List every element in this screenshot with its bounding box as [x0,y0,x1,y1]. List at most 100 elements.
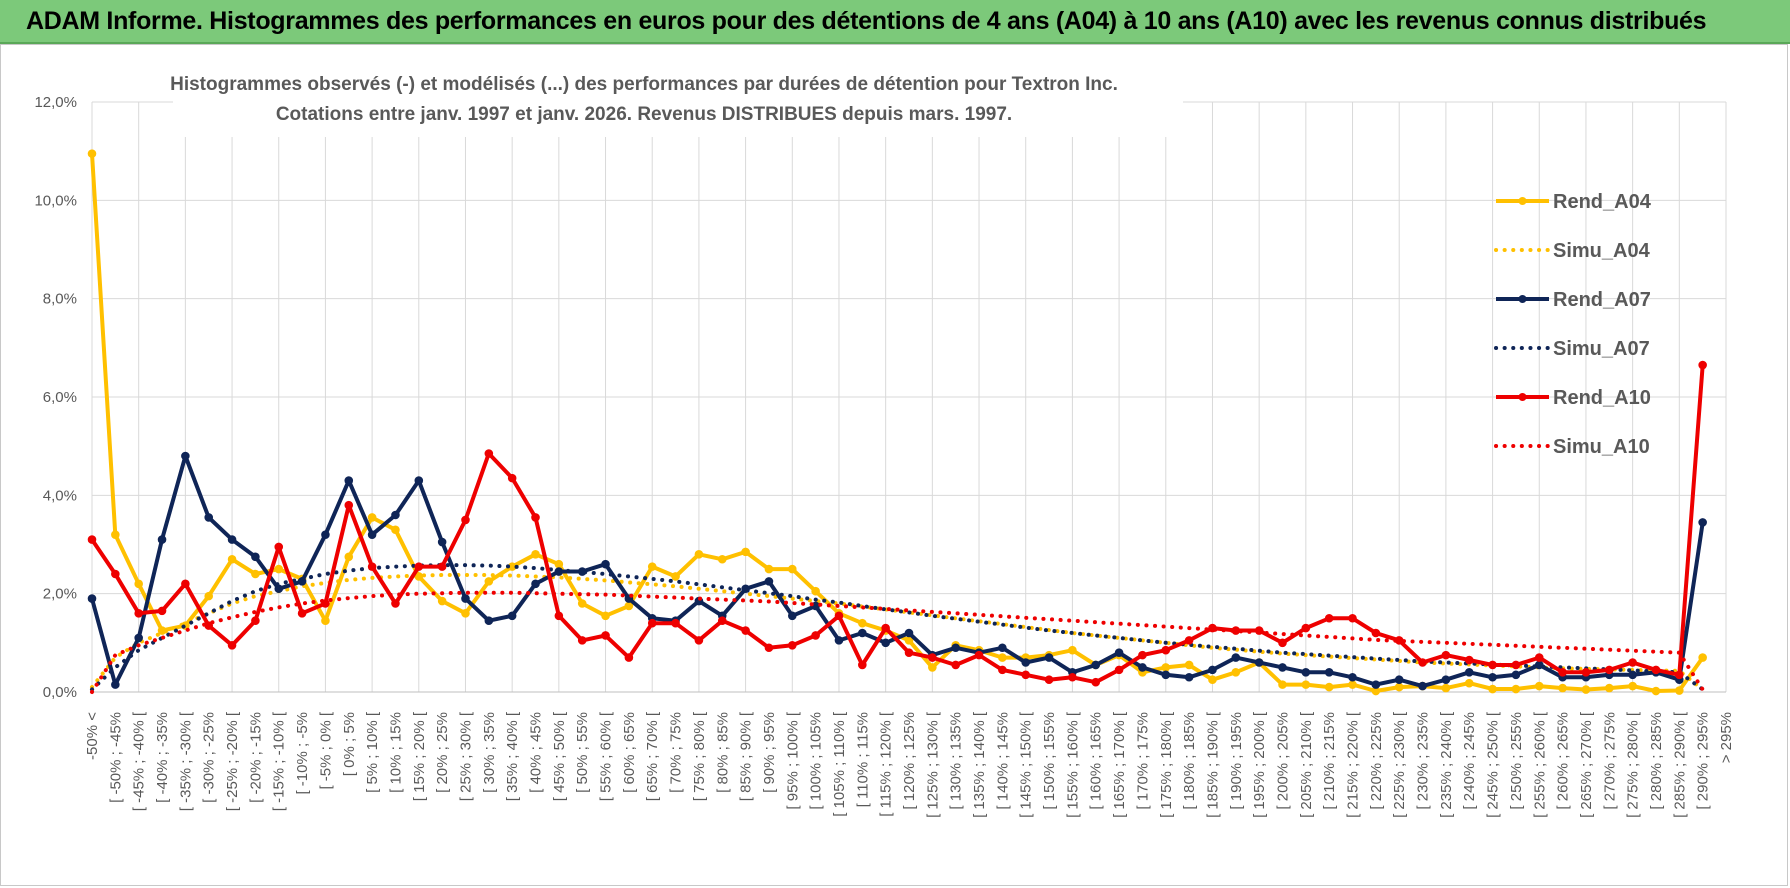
legend-item-simu-a04: Simu_A04 [1494,240,1651,262]
data-point [1511,684,1521,694]
data-point [531,579,540,589]
data-point [1114,648,1124,657]
data-point [974,650,984,660]
data-point [391,599,400,608]
data-point [1628,681,1637,691]
data-point [1138,650,1147,660]
data-point [157,606,167,616]
x-tick-label: [ 30% ; 35% [481,712,498,793]
data-point [554,611,564,621]
data-point [1091,677,1101,687]
x-tick-label: [ 225% ; 230% [ [1391,711,1408,818]
x-tick-label: [ 125% ; 130% [ [924,711,941,818]
data-point [531,550,540,559]
x-tick-label: [ 280% ; 285% [1648,712,1665,810]
x-tick-label: [ 245% ; 250% [ [1485,711,1502,818]
series-line [90,563,1705,692]
data-point [251,552,260,562]
data-point [461,594,470,603]
data-point [1418,658,1427,667]
title-box [173,67,1183,137]
legend-marker [1518,295,1527,303]
legend-label: Simu_A10 [1553,436,1650,458]
x-tick-label: [ 205% ; 210% [ [1298,711,1315,818]
data-point [204,591,214,601]
data-point [391,525,400,535]
data-point [811,631,820,640]
x-tick-label: [ 175% ; 180% [ [1158,711,1175,818]
x-tick-label: [ 5% ; 10% [ [364,711,381,793]
data-point [811,586,820,596]
data-point [1348,613,1357,623]
x-tick-label: [ 215% ; 220% [ [1345,711,1362,818]
data-point [111,569,120,579]
data-point [671,618,680,628]
y-tick-label: 10,0% [34,192,77,209]
legend-label: Rend_A04 [1553,191,1652,213]
x-tick-label: [ -10% ; -5% [294,712,311,795]
data-point [1301,680,1311,689]
data-point [1114,665,1124,675]
data-point [1534,681,1544,691]
data-point [87,594,97,603]
data-point [1628,658,1637,667]
data-point [671,572,680,581]
data-point [1441,683,1451,693]
data-point [367,562,377,571]
data-point [344,500,354,510]
x-tick-label: [ 135% ; 140% [ [971,711,988,818]
data-point [251,616,260,626]
x-tick-label: [ 40% ; 45% [528,712,545,793]
legend-marker [1518,197,1527,205]
x-tick-label: [ 255% ; 260% [ [1531,711,1548,818]
series-rend-a10 [87,360,1707,687]
data-point [87,535,97,544]
x-tick-label: [ 165% ; 170% [ [1111,711,1128,818]
data-point [1184,672,1194,682]
x-tick-label: [ 250% ; 255% [1508,712,1525,810]
data-point [1698,653,1707,662]
x-tick-label: [ 50% ; 55% [574,712,591,793]
data-point [787,640,797,650]
legend-item-rend-a04: Rend_A04 [1496,191,1652,213]
data-point [1161,670,1171,680]
series-line [90,363,1705,685]
data-point [1348,680,1357,689]
x-tick-label: [ 220% ; 225% [1368,712,1385,810]
data-point [274,584,284,594]
x-tick-label: [ 105% ; 110% [ [831,711,848,817]
series-line [90,590,1705,694]
x-tick-label: [ -35% ; -30% [ [177,711,194,811]
data-point [577,636,587,645]
x-tick-label: [ -20% ; -15% [247,712,264,803]
data-point [297,609,307,618]
data-point [1511,670,1521,680]
x-tick-label: [ 90% ; 95% [761,712,778,793]
data-point [1604,665,1614,675]
line-chart: 0,0% 2,0% 4,0% 6,0% 8,0% 10,0% 12,0% -50% < [ -… [1,45,1787,885]
data-point [321,616,330,626]
data-point [904,648,914,657]
data-point [437,537,447,547]
data-point [1161,663,1171,672]
x-tick-label: [ 35% ; 40% [ [504,711,521,801]
data-point [1651,686,1661,696]
chart-title: Histogrammes observés (-) et modélisés (… [170,74,1118,95]
data-point [227,535,237,544]
x-tick-label: [ 270% ; 275% [1601,712,1618,810]
data-point [624,653,634,662]
x-tick-label: [ 15% ; 20% [ [411,711,428,801]
series-layer [87,149,1707,696]
x-tick-label: [ 25% ; 30% [ [457,711,474,801]
data-point [274,542,284,552]
data-point [1278,663,1287,672]
data-point [1021,670,1031,680]
data-point [601,631,610,640]
data-point [1184,636,1194,645]
data-point [1371,680,1381,689]
data-point [647,562,657,571]
data-point [787,564,797,574]
data-point [1068,645,1077,655]
data-point [1184,660,1194,670]
legend-marker [1518,393,1527,401]
